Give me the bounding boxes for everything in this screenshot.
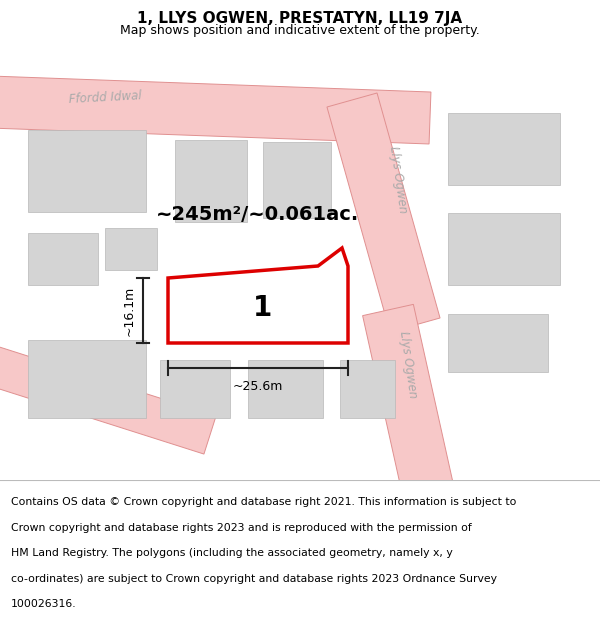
Text: Crown copyright and database rights 2023 and is reproduced with the permission o: Crown copyright and database rights 2023… — [11, 522, 472, 532]
Text: Ffordd Idwal: Ffordd Idwal — [68, 89, 142, 106]
Bar — [28, 233, 98, 285]
Bar — [263, 142, 331, 218]
Bar — [448, 113, 560, 185]
Bar — [28, 340, 146, 418]
Text: HM Land Registry. The polygons (including the associated geometry, namely x, y: HM Land Registry. The polygons (includin… — [11, 548, 452, 558]
Bar — [160, 360, 230, 418]
Text: 100026316.: 100026316. — [11, 599, 76, 609]
Bar — [448, 314, 548, 372]
Text: 1, LLYS OGWEN, PRESTATYN, LL19 7JA: 1, LLYS OGWEN, PRESTATYN, LL19 7JA — [137, 11, 463, 26]
Bar — [28, 130, 146, 212]
Polygon shape — [327, 93, 440, 332]
Polygon shape — [0, 346, 216, 454]
Text: Llys Ogwen: Llys Ogwen — [387, 146, 409, 214]
Text: ~25.6m: ~25.6m — [233, 379, 283, 392]
Polygon shape — [0, 76, 431, 144]
Polygon shape — [362, 304, 454, 496]
Bar — [340, 360, 395, 418]
Text: ~16.1m: ~16.1m — [122, 286, 136, 336]
Bar — [248, 360, 323, 418]
Text: Llys Ogwen: Llys Ogwen — [397, 331, 419, 399]
Polygon shape — [168, 248, 348, 343]
Text: co-ordinates) are subject to Crown copyright and database rights 2023 Ordnance S: co-ordinates) are subject to Crown copyr… — [11, 574, 497, 584]
Text: 1: 1 — [253, 294, 272, 322]
Text: ~245m²/~0.061ac.: ~245m²/~0.061ac. — [157, 206, 359, 224]
Bar — [105, 228, 157, 270]
Text: Map shows position and indicative extent of the property.: Map shows position and indicative extent… — [120, 24, 480, 38]
Bar — [448, 213, 560, 285]
Bar — [175, 140, 247, 222]
Text: Contains OS data © Crown copyright and database right 2021. This information is : Contains OS data © Crown copyright and d… — [11, 498, 516, 508]
